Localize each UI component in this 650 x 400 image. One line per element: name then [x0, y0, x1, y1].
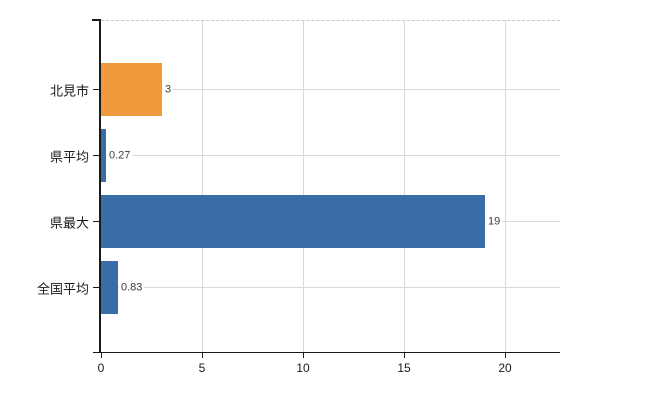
category-label: 県最大 — [49, 215, 89, 231]
vertical-gridline — [303, 20, 304, 352]
y-axis-line — [99, 19, 101, 352]
x-axis-tick — [303, 352, 304, 358]
x-axis-tick — [505, 352, 506, 358]
horizontal-gridline — [101, 287, 560, 288]
bar — [101, 129, 106, 182]
bar — [101, 63, 162, 116]
horizontal-gridline — [101, 155, 560, 156]
x-axis-tick — [202, 352, 203, 358]
category-tick — [93, 89, 100, 90]
vertical-gridline — [404, 20, 405, 352]
category-label: 全国平均 — [36, 281, 89, 297]
category-tick — [93, 221, 100, 222]
plot-top-border — [101, 20, 560, 21]
category-label: 北見市 — [49, 83, 89, 99]
bar-value-label: 0.27 — [107, 149, 133, 163]
horizontal-gridline — [101, 89, 560, 90]
x-tick-label: 0 — [97, 361, 105, 375]
category-tick — [93, 287, 100, 288]
x-tick-label: 15 — [397, 361, 411, 375]
x-axis-line — [93, 352, 560, 353]
bar-value-label: 0.83 — [119, 281, 145, 295]
vertical-gridline — [505, 20, 506, 352]
x-axis-tick — [404, 352, 405, 358]
bar-value-label: 3 — [163, 83, 174, 97]
category-label: 県平均 — [49, 149, 89, 165]
x-tick-label: 10 — [296, 361, 310, 375]
bar-value-label: 19 — [486, 215, 503, 229]
bar — [101, 261, 118, 314]
category-tick — [93, 155, 100, 156]
x-tick-label: 20 — [498, 361, 512, 375]
x-axis-tick — [101, 352, 102, 358]
bar — [101, 195, 485, 248]
y-axis-top-hook — [92, 19, 101, 21]
x-tick-label: 5 — [198, 361, 206, 375]
vertical-gridline — [202, 20, 203, 352]
